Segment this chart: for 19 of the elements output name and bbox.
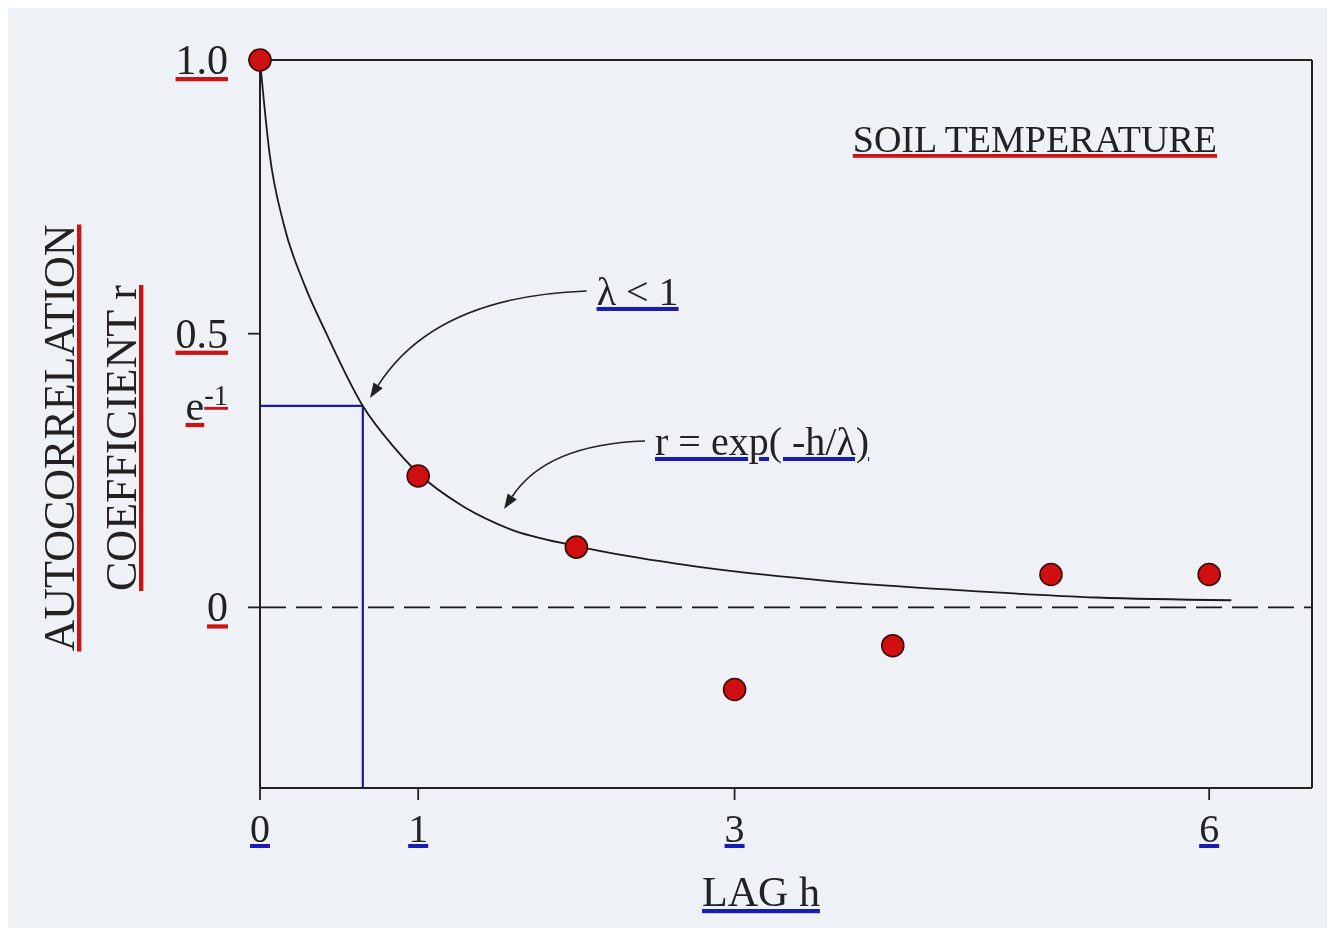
x-tick-label: 3 (724, 806, 745, 851)
point (1039, 562, 1063, 587)
text: SOIL TEMPERATURE (852, 118, 1217, 160)
point (406, 464, 430, 488)
ref-line-label: e$^{-1}$ (185, 379, 228, 429)
point (722, 677, 747, 702)
x-tick-label: 0 (250, 806, 270, 851)
x-tick-label: 6 (1199, 806, 1220, 851)
x-axis-title: LAG h (702, 869, 820, 915)
y-tick-label: 0 (207, 584, 228, 631)
annotation: r = exp( -h/λ) (655, 419, 870, 465)
y-tick-label: 0.5 (175, 310, 228, 357)
point (880, 633, 905, 658)
point (564, 535, 589, 559)
annotation: λ < 1 (596, 268, 679, 314)
point (1197, 562, 1221, 587)
y-axis-title: AUTOCORRELATION COEFFICIENT r (35, 224, 146, 652)
y-tick-label: 1.0 (175, 37, 228, 83)
x-tick-label: 1 (408, 806, 429, 851)
